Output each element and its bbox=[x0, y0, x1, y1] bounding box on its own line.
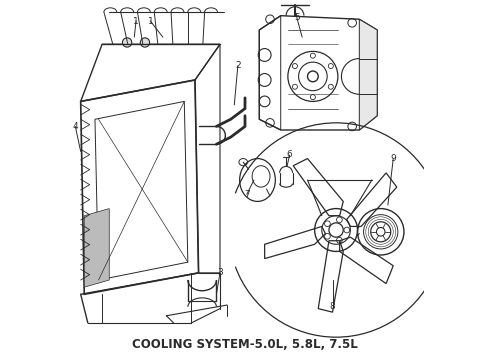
Text: 1: 1 bbox=[147, 17, 153, 26]
Text: 8: 8 bbox=[330, 302, 335, 311]
Text: 3: 3 bbox=[217, 268, 223, 277]
Text: 4: 4 bbox=[73, 122, 78, 131]
Text: 9: 9 bbox=[391, 154, 396, 163]
Circle shape bbox=[140, 38, 149, 47]
Circle shape bbox=[122, 38, 132, 47]
Text: 6: 6 bbox=[287, 150, 293, 159]
Polygon shape bbox=[84, 208, 109, 287]
Text: 7: 7 bbox=[244, 190, 250, 199]
Text: COOLING SYSTEM-5.0L, 5.8L, 7.5L: COOLING SYSTEM-5.0L, 5.8L, 7.5L bbox=[132, 338, 358, 351]
Text: 1: 1 bbox=[133, 17, 139, 26]
Polygon shape bbox=[359, 19, 377, 130]
Text: 5: 5 bbox=[294, 13, 300, 22]
Text: 2: 2 bbox=[235, 61, 241, 70]
